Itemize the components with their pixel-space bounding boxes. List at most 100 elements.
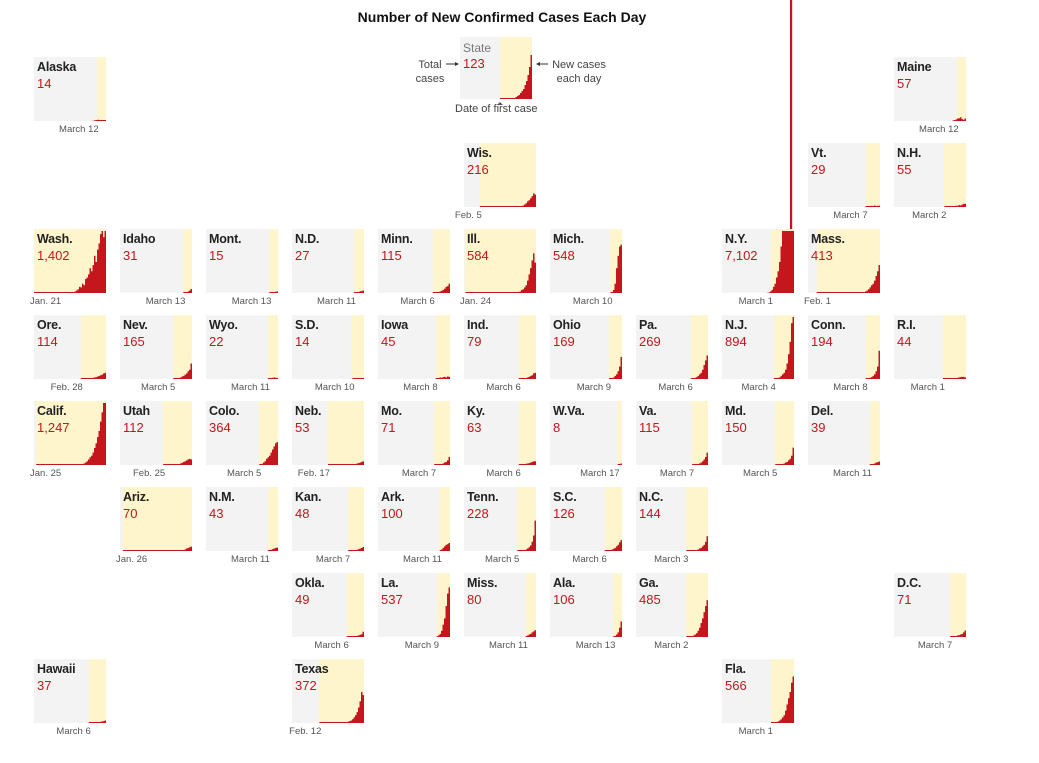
daily-case-bar xyxy=(960,634,962,637)
state-name: Utah xyxy=(123,404,150,418)
daily-case-bar xyxy=(104,720,106,723)
state-total: 150 xyxy=(725,420,747,435)
first-case-date: Jan. 21 xyxy=(30,296,62,307)
daily-case-bar xyxy=(448,376,450,379)
since-first-case-shading xyxy=(692,401,708,465)
state-bars xyxy=(436,587,450,637)
state-name: W.Va. xyxy=(553,404,585,418)
state-name: Del. xyxy=(811,404,834,418)
daily-case-bar xyxy=(877,366,879,379)
state-name: Okla. xyxy=(295,576,325,590)
state-tile: Ohio 169 March 9 xyxy=(550,315,622,393)
state-name: Ill. xyxy=(467,232,481,246)
first-case-date: March 5 xyxy=(226,468,262,479)
state-name: N.M. xyxy=(209,490,235,504)
daily-case-bar xyxy=(617,544,619,551)
daily-case-bar xyxy=(706,600,708,637)
state-name: Iowa xyxy=(381,318,408,332)
state-bars xyxy=(346,631,364,637)
since-first-case-shading xyxy=(525,573,536,637)
daily-case-bar xyxy=(447,544,449,551)
daily-case-bar xyxy=(186,460,188,465)
first-case-date: Jan. 26 xyxy=(116,554,148,565)
state-total: 39 xyxy=(811,420,826,435)
daily-case-bar xyxy=(444,618,446,637)
daily-case-bar xyxy=(448,542,450,551)
daily-case-bar xyxy=(613,548,615,551)
state-bars xyxy=(352,378,364,379)
daily-case-bar xyxy=(705,541,707,551)
daily-case-bar xyxy=(100,375,102,379)
since-first-case-shading xyxy=(518,401,536,465)
daily-case-bar xyxy=(619,627,621,637)
first-case-date: March 8 xyxy=(833,382,868,393)
first-case-date: March 6 xyxy=(400,296,435,307)
since-first-case-shading xyxy=(609,315,622,379)
daily-case-bar xyxy=(699,374,701,379)
first-case-date: March 5 xyxy=(742,468,778,479)
since-first-case-shading xyxy=(518,315,536,379)
since-first-case-shading xyxy=(944,143,966,207)
daily-case-bar xyxy=(186,548,188,551)
first-case-date: Feb. 1 xyxy=(804,296,831,307)
since-first-case-shading xyxy=(183,229,192,293)
state-total: 194 xyxy=(811,334,833,349)
daily-case-bar xyxy=(705,606,707,637)
state-bars xyxy=(773,317,794,379)
daily-case-bar xyxy=(703,612,705,637)
state-total: 71 xyxy=(381,420,396,435)
daily-case-bar xyxy=(530,198,532,207)
daily-case-bar xyxy=(94,120,96,121)
daily-case-bar xyxy=(86,277,88,293)
state-bars xyxy=(609,356,622,379)
state-total: 8 xyxy=(553,420,561,435)
daily-case-bar xyxy=(964,118,966,121)
daily-case-bar xyxy=(445,286,447,293)
daily-case-bar xyxy=(528,376,530,379)
daily-case-bar xyxy=(441,290,443,293)
daily-case-bar xyxy=(447,593,449,637)
first-case-date: March 2 xyxy=(912,210,947,221)
state-tile: Minn. 115 March 6 xyxy=(378,229,450,307)
daily-case-bar xyxy=(533,535,535,551)
daily-case-bar xyxy=(264,461,266,465)
state-tile: Okla. 49 March 6 xyxy=(292,573,364,651)
daily-case-bar xyxy=(190,459,192,465)
state-tile: Md. 150 March 5 xyxy=(722,401,794,479)
since-first-case-shading xyxy=(346,573,364,637)
daily-case-bar xyxy=(525,203,527,207)
first-case-date: March 10 xyxy=(314,382,355,393)
daily-case-bar xyxy=(788,698,790,723)
first-case-date: March 11 xyxy=(403,554,442,565)
state-total: 53 xyxy=(295,420,310,435)
state-name: Miss. xyxy=(467,576,498,590)
daily-case-bar xyxy=(533,193,535,207)
daily-case-bar xyxy=(187,459,189,465)
state-bars xyxy=(525,630,536,637)
daily-case-bar xyxy=(441,630,443,637)
since-first-case-shading xyxy=(775,401,794,465)
state-total: 45 xyxy=(381,334,396,349)
since-first-case-shading xyxy=(942,315,966,379)
state-name: Calif. xyxy=(37,404,67,418)
daily-case-bar xyxy=(534,262,536,293)
first-case-date: March 9 xyxy=(404,640,440,651)
daily-case-bar xyxy=(783,231,785,293)
state-bars xyxy=(348,546,364,551)
daily-case-bar xyxy=(878,350,880,379)
state-name: Mont. xyxy=(209,232,242,246)
daily-case-bar xyxy=(776,277,778,293)
state-tile: Ariz. 70 Jan. 26 xyxy=(116,487,192,565)
state-name: Ariz. xyxy=(123,490,150,504)
state-tile: Pa. 269 March 6 xyxy=(636,315,708,393)
state-name: Wash. xyxy=(37,232,73,246)
state-bars xyxy=(604,540,622,551)
daily-case-bar xyxy=(620,621,622,637)
state-bars xyxy=(80,372,106,379)
state-total: 43 xyxy=(209,506,224,521)
daily-case-bar xyxy=(874,280,876,293)
daily-case-bar xyxy=(442,289,444,293)
state-tile: Colo. 364 March 5 xyxy=(206,401,278,479)
first-case-date: March 11 xyxy=(833,468,872,479)
state-bars xyxy=(944,203,966,207)
